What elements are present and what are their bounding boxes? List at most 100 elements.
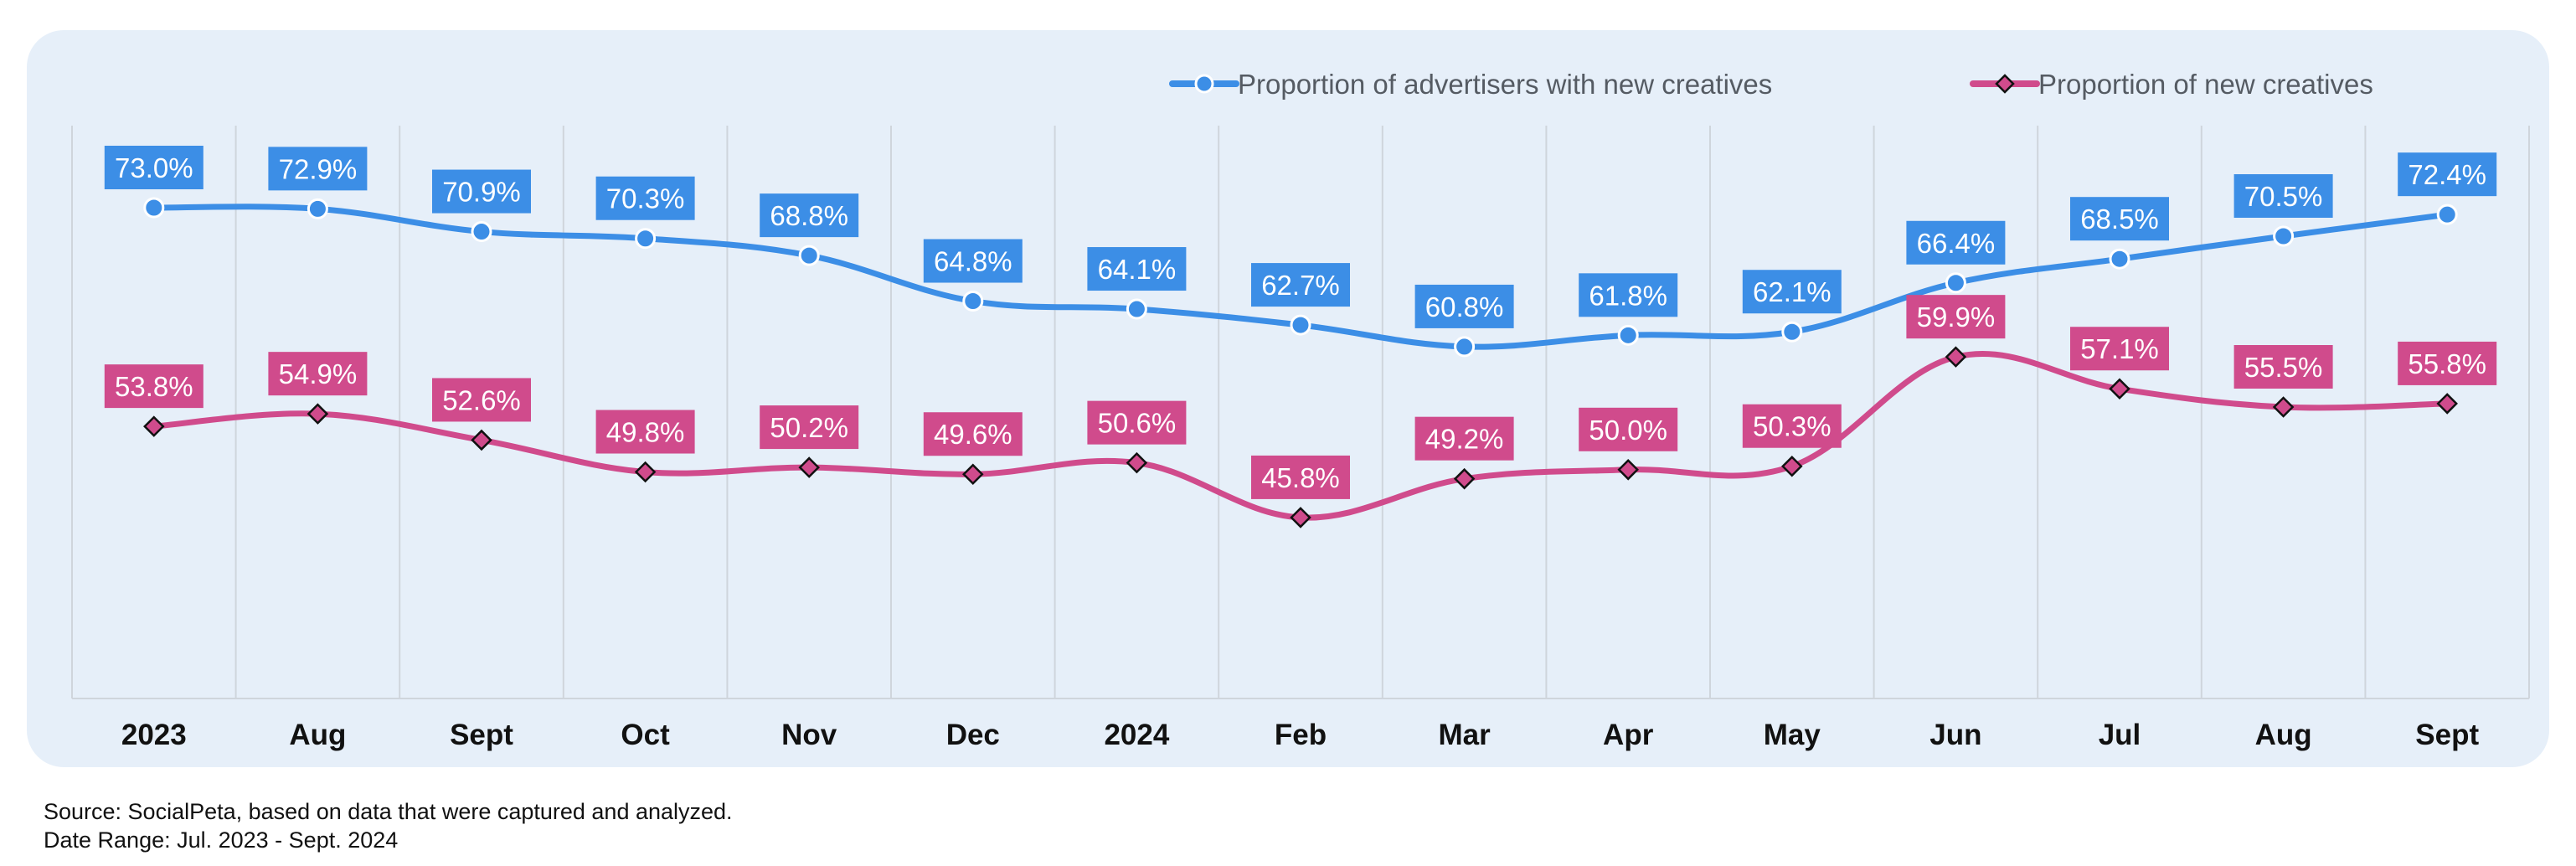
data-point-diamond xyxy=(1126,451,1148,474)
data-point-circle xyxy=(1781,321,1803,343)
data-label: 68.8% xyxy=(770,200,848,231)
x-tick-label: Aug xyxy=(2255,719,2312,751)
data-label-box xyxy=(1906,220,2006,265)
data-point-diamond xyxy=(1781,455,1803,477)
data-point-diamond xyxy=(471,429,492,451)
data-point-circle xyxy=(1617,324,1639,346)
data-label-box xyxy=(760,193,859,238)
data-label: 70.9% xyxy=(442,177,521,208)
source-note: Source: SocialPeta, based on data that w… xyxy=(44,799,733,824)
legend-label-1: Proportion of advertisers with new creat… xyxy=(1238,69,1772,100)
data-label: 49.8% xyxy=(606,417,685,448)
data-point-diamond xyxy=(1617,459,1639,481)
data-label-box xyxy=(2070,327,2169,371)
data-label: 52.6% xyxy=(442,384,521,415)
data-label: 57.1% xyxy=(2080,333,2159,364)
data-label: 66.4% xyxy=(1917,228,1996,259)
data-label: 73.0% xyxy=(115,152,193,183)
data-point-diamond xyxy=(1453,467,1476,490)
data-point-diamond xyxy=(1290,507,1311,528)
data-label-box xyxy=(432,169,531,214)
data-label: 50.2% xyxy=(770,412,848,443)
x-axis-ticks: 2023 Aug Sept Oct Nov Dec 2024 Feb Mar Apr May Jun J… xyxy=(121,719,2480,751)
data-label-box xyxy=(1087,247,1187,291)
data-label: 60.8% xyxy=(1425,291,1504,322)
data-label: 72.4% xyxy=(2408,159,2486,190)
data-label: 68.5% xyxy=(2080,204,2159,235)
legend-label-2: Proportion of new creatives xyxy=(2038,69,2373,100)
x-tick-label: Aug xyxy=(289,719,346,751)
data-point-diamond xyxy=(2436,393,2458,415)
x-tick-label: Dec xyxy=(946,719,1000,751)
chart-legend: Proportion of advertisers with new creat… xyxy=(1169,69,2373,100)
data-label: 70.3% xyxy=(606,183,685,214)
data-label: 62.7% xyxy=(1261,270,1340,301)
data-point-circle xyxy=(1454,336,1476,358)
data-label-box xyxy=(595,176,695,220)
data-point-circle xyxy=(635,228,657,250)
x-tick-label: Sept xyxy=(450,719,513,751)
legend-marker-diamond xyxy=(1995,74,2015,94)
data-label: 54.9% xyxy=(279,358,358,389)
line-chart: Proportion of advertisers with new creat… xyxy=(71,69,2530,751)
data-point-diamond xyxy=(634,461,657,483)
x-tick-label: Mar xyxy=(1438,719,1491,751)
data-label-box xyxy=(1251,263,1350,307)
x-tick-label: 2023 xyxy=(121,719,187,751)
data-label: 59.9% xyxy=(1917,302,1996,332)
x-tick-label: Jul xyxy=(2099,719,2141,751)
data-point-diamond xyxy=(798,456,820,478)
data-point-diamond xyxy=(307,403,329,425)
data-label: 70.5% xyxy=(2244,181,2323,212)
data-label-box xyxy=(595,410,695,454)
data-point-circle xyxy=(471,221,492,243)
data-point-diamond xyxy=(2272,396,2295,418)
data-label: 50.6% xyxy=(1098,408,1177,439)
data-label: 50.3% xyxy=(1753,411,1832,442)
data-point-circle xyxy=(143,197,165,219)
data-label-box xyxy=(104,146,204,189)
data-label: 49.6% xyxy=(934,419,1012,450)
date-range-note: Date Range: Jul. 2023 - Sept. 2024 xyxy=(44,827,399,853)
data-point-circle xyxy=(2109,248,2130,270)
data-label: 61.8% xyxy=(1589,280,1667,311)
x-tick-label: Sept xyxy=(2415,719,2479,751)
data-point-circle xyxy=(798,245,820,266)
series-markers xyxy=(143,197,2458,528)
x-tick-label: 2024 xyxy=(1104,719,1169,751)
data-label-box xyxy=(923,412,1023,456)
data-label-box xyxy=(1251,455,1350,499)
data-point-diamond xyxy=(962,463,984,486)
data-label-box xyxy=(1414,416,1514,461)
data-label-box xyxy=(2233,345,2333,389)
data-point-circle xyxy=(307,198,328,219)
data-label-box xyxy=(2233,174,2333,218)
data-label: 64.8% xyxy=(934,246,1012,277)
data-label-box xyxy=(1742,270,1842,314)
chart-footer: Source: SocialPeta, based on data that w… xyxy=(44,797,733,854)
data-label-box xyxy=(1742,404,1842,448)
data-label-box xyxy=(1414,284,1514,328)
data-label: 45.8% xyxy=(1261,462,1340,493)
legend-marker-circle xyxy=(1194,74,1214,94)
data-label-box xyxy=(268,352,368,396)
data-label-box xyxy=(432,378,531,422)
data-label-box xyxy=(104,364,204,409)
x-tick-label: Oct xyxy=(621,719,670,751)
data-label-box xyxy=(2398,152,2497,197)
x-tick-label: Nov xyxy=(781,719,837,751)
data-point-diamond xyxy=(1945,346,1967,368)
x-tick-label: Jun xyxy=(1929,719,1981,751)
data-label: 50.0% xyxy=(1589,415,1667,446)
data-labels: 73.0% 72.9% 70.9% 70.3% 68.8% 64.8% 64.1% 62.7%… xyxy=(104,146,2497,499)
x-tick-label: May xyxy=(1764,719,1821,751)
data-label-box xyxy=(1579,273,1678,317)
data-point-diamond xyxy=(2109,378,2130,400)
data-label: 62.1% xyxy=(1753,276,1832,307)
data-label-box xyxy=(1579,407,1678,451)
data-label: 49.2% xyxy=(1425,424,1504,455)
data-label-box xyxy=(760,405,859,450)
data-label-box xyxy=(923,239,1023,283)
data-point-circle xyxy=(2436,204,2458,225)
data-label-box xyxy=(2070,197,2169,241)
